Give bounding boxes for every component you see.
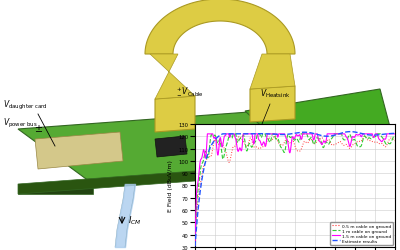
- Polygon shape: [150, 55, 195, 100]
- Text: $V_{\rm daughter\ card}$: $V_{\rm daughter\ card}$: [3, 99, 48, 112]
- Polygon shape: [200, 128, 243, 152]
- Polygon shape: [155, 136, 187, 157]
- Text: $\pm$: $\pm$: [34, 122, 43, 134]
- Legend: 0.5 m cable on ground, 1 m cable on ground, 1.5 m cable on ground, Estimate resu: 0.5 m cable on ground, 1 m cable on grou…: [330, 222, 393, 245]
- Text: $I_{CM}$: $I_{CM}$: [128, 214, 142, 226]
- Polygon shape: [145, 0, 295, 55]
- Polygon shape: [245, 90, 390, 161]
- Text: $V_{\rm Heatsink}$: $V_{\rm Heatsink}$: [260, 88, 291, 100]
- Polygon shape: [250, 87, 295, 122]
- Y-axis label: E Field (dBuV/m): E Field (dBuV/m): [168, 160, 173, 212]
- Polygon shape: [18, 110, 365, 184]
- Polygon shape: [18, 184, 93, 194]
- Text: $^+_-V_{\rm Cable}$: $^+_-V_{\rm Cable}$: [175, 86, 204, 98]
- Polygon shape: [155, 96, 195, 132]
- Polygon shape: [35, 132, 123, 169]
- Text: $^+_-V_{\rm Board}$: $^+_-V_{\rm Board}$: [210, 146, 239, 158]
- Text: $V_{\rm power\ bus}$: $V_{\rm power\ bus}$: [3, 116, 38, 129]
- Polygon shape: [250, 55, 295, 90]
- Polygon shape: [18, 164, 290, 194]
